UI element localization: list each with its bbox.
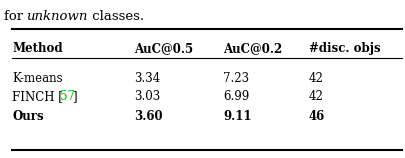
- Text: Method: Method: [12, 42, 63, 55]
- Text: Ours: Ours: [12, 110, 44, 123]
- Text: K-means: K-means: [12, 72, 63, 85]
- Text: 42: 42: [308, 72, 323, 85]
- Text: for: for: [4, 10, 27, 23]
- Text: AuC@0.2: AuC@0.2: [223, 42, 282, 55]
- Text: 42: 42: [308, 90, 323, 103]
- Text: 3.34: 3.34: [134, 72, 160, 85]
- Text: ]: ]: [72, 90, 77, 103]
- Text: 3.03: 3.03: [134, 90, 160, 103]
- Text: classes.: classes.: [88, 10, 144, 23]
- Text: AuC@0.5: AuC@0.5: [134, 42, 193, 55]
- Text: 9.11: 9.11: [223, 110, 251, 123]
- Text: unknown: unknown: [26, 10, 87, 23]
- Text: FINCH [: FINCH [: [12, 90, 63, 103]
- Text: #disc. objs: #disc. objs: [308, 42, 379, 55]
- Text: 7.23: 7.23: [223, 72, 249, 85]
- Text: 46: 46: [308, 110, 324, 123]
- Text: 6.99: 6.99: [223, 90, 249, 103]
- Text: 57: 57: [60, 90, 75, 103]
- Text: 3.60: 3.60: [134, 110, 162, 123]
